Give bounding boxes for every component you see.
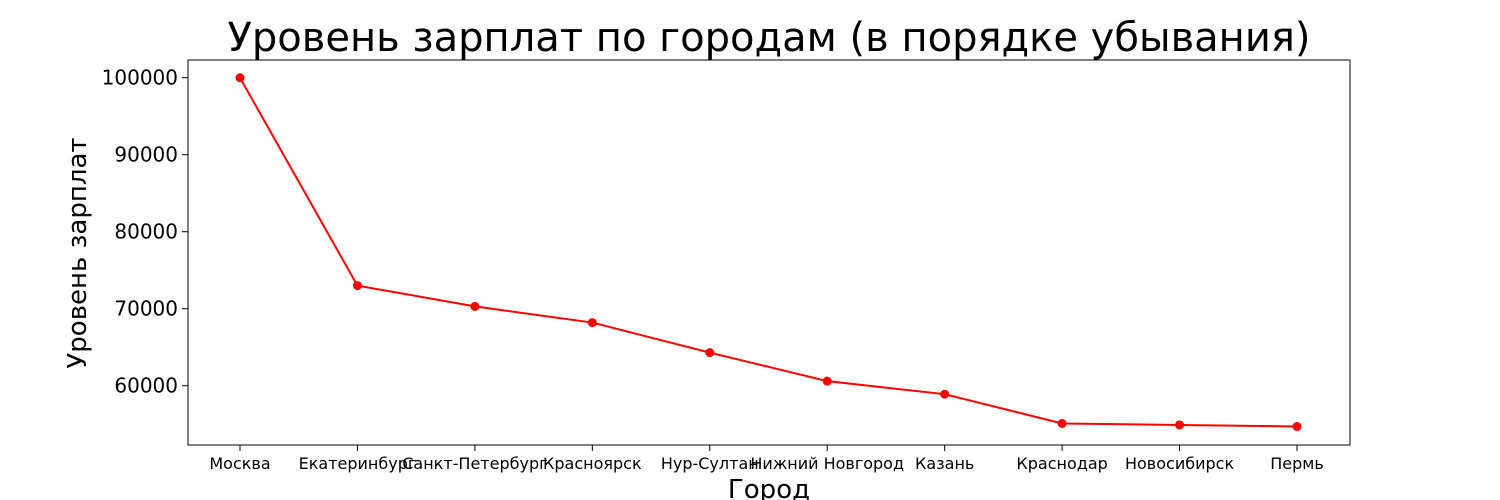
x-tick-label: Нур-Султан: [661, 454, 759, 473]
y-tick-label: 90000: [114, 143, 178, 167]
x-axis-label: Город: [728, 475, 810, 500]
x-tick-label: Казань: [915, 454, 974, 473]
y-tick-label: 100000: [102, 66, 178, 90]
chart-title: Уровень зарплат по городам (в порядке уб…: [228, 15, 1311, 61]
x-tick-label: Москва: [209, 454, 270, 473]
data-point: [587, 318, 597, 328]
x-tick-label: Нижний Новгород: [750, 454, 904, 473]
data-point: [1175, 420, 1185, 430]
data-point: [470, 301, 480, 311]
x-tick-label: Краснодар: [1016, 454, 1107, 473]
data-point: [235, 73, 245, 83]
data-point: [352, 281, 362, 291]
x-tick-label: Пермь: [1270, 454, 1324, 473]
data-point: [705, 348, 715, 358]
y-axis-label: Уровень зарплат: [63, 137, 93, 368]
data-point: [1057, 418, 1067, 428]
x-tick-label: Красноярск: [543, 454, 642, 473]
data-point: [1292, 422, 1302, 432]
x-axis: Москва ЕкатеринбургСанкт-ПетербургКрасноя…: [209, 445, 1324, 473]
y-tick-label: 80000: [114, 220, 178, 244]
y-axis: 60000 70000 80000 90000 100000: [102, 66, 188, 398]
data-points: [235, 73, 1302, 432]
x-tick-label: Санкт-Петербург: [402, 454, 547, 473]
series-line: [239, 77, 1298, 428]
x-tick-label: Новосибирск: [1125, 454, 1234, 473]
data-point: [940, 389, 950, 399]
data-point: [822, 376, 832, 386]
plot-frame: [187, 59, 1351, 446]
y-tick-label: 70000: [114, 297, 178, 321]
x-tick-label: Екатеринбург: [299, 454, 417, 473]
y-tick-label: 60000: [114, 374, 178, 398]
